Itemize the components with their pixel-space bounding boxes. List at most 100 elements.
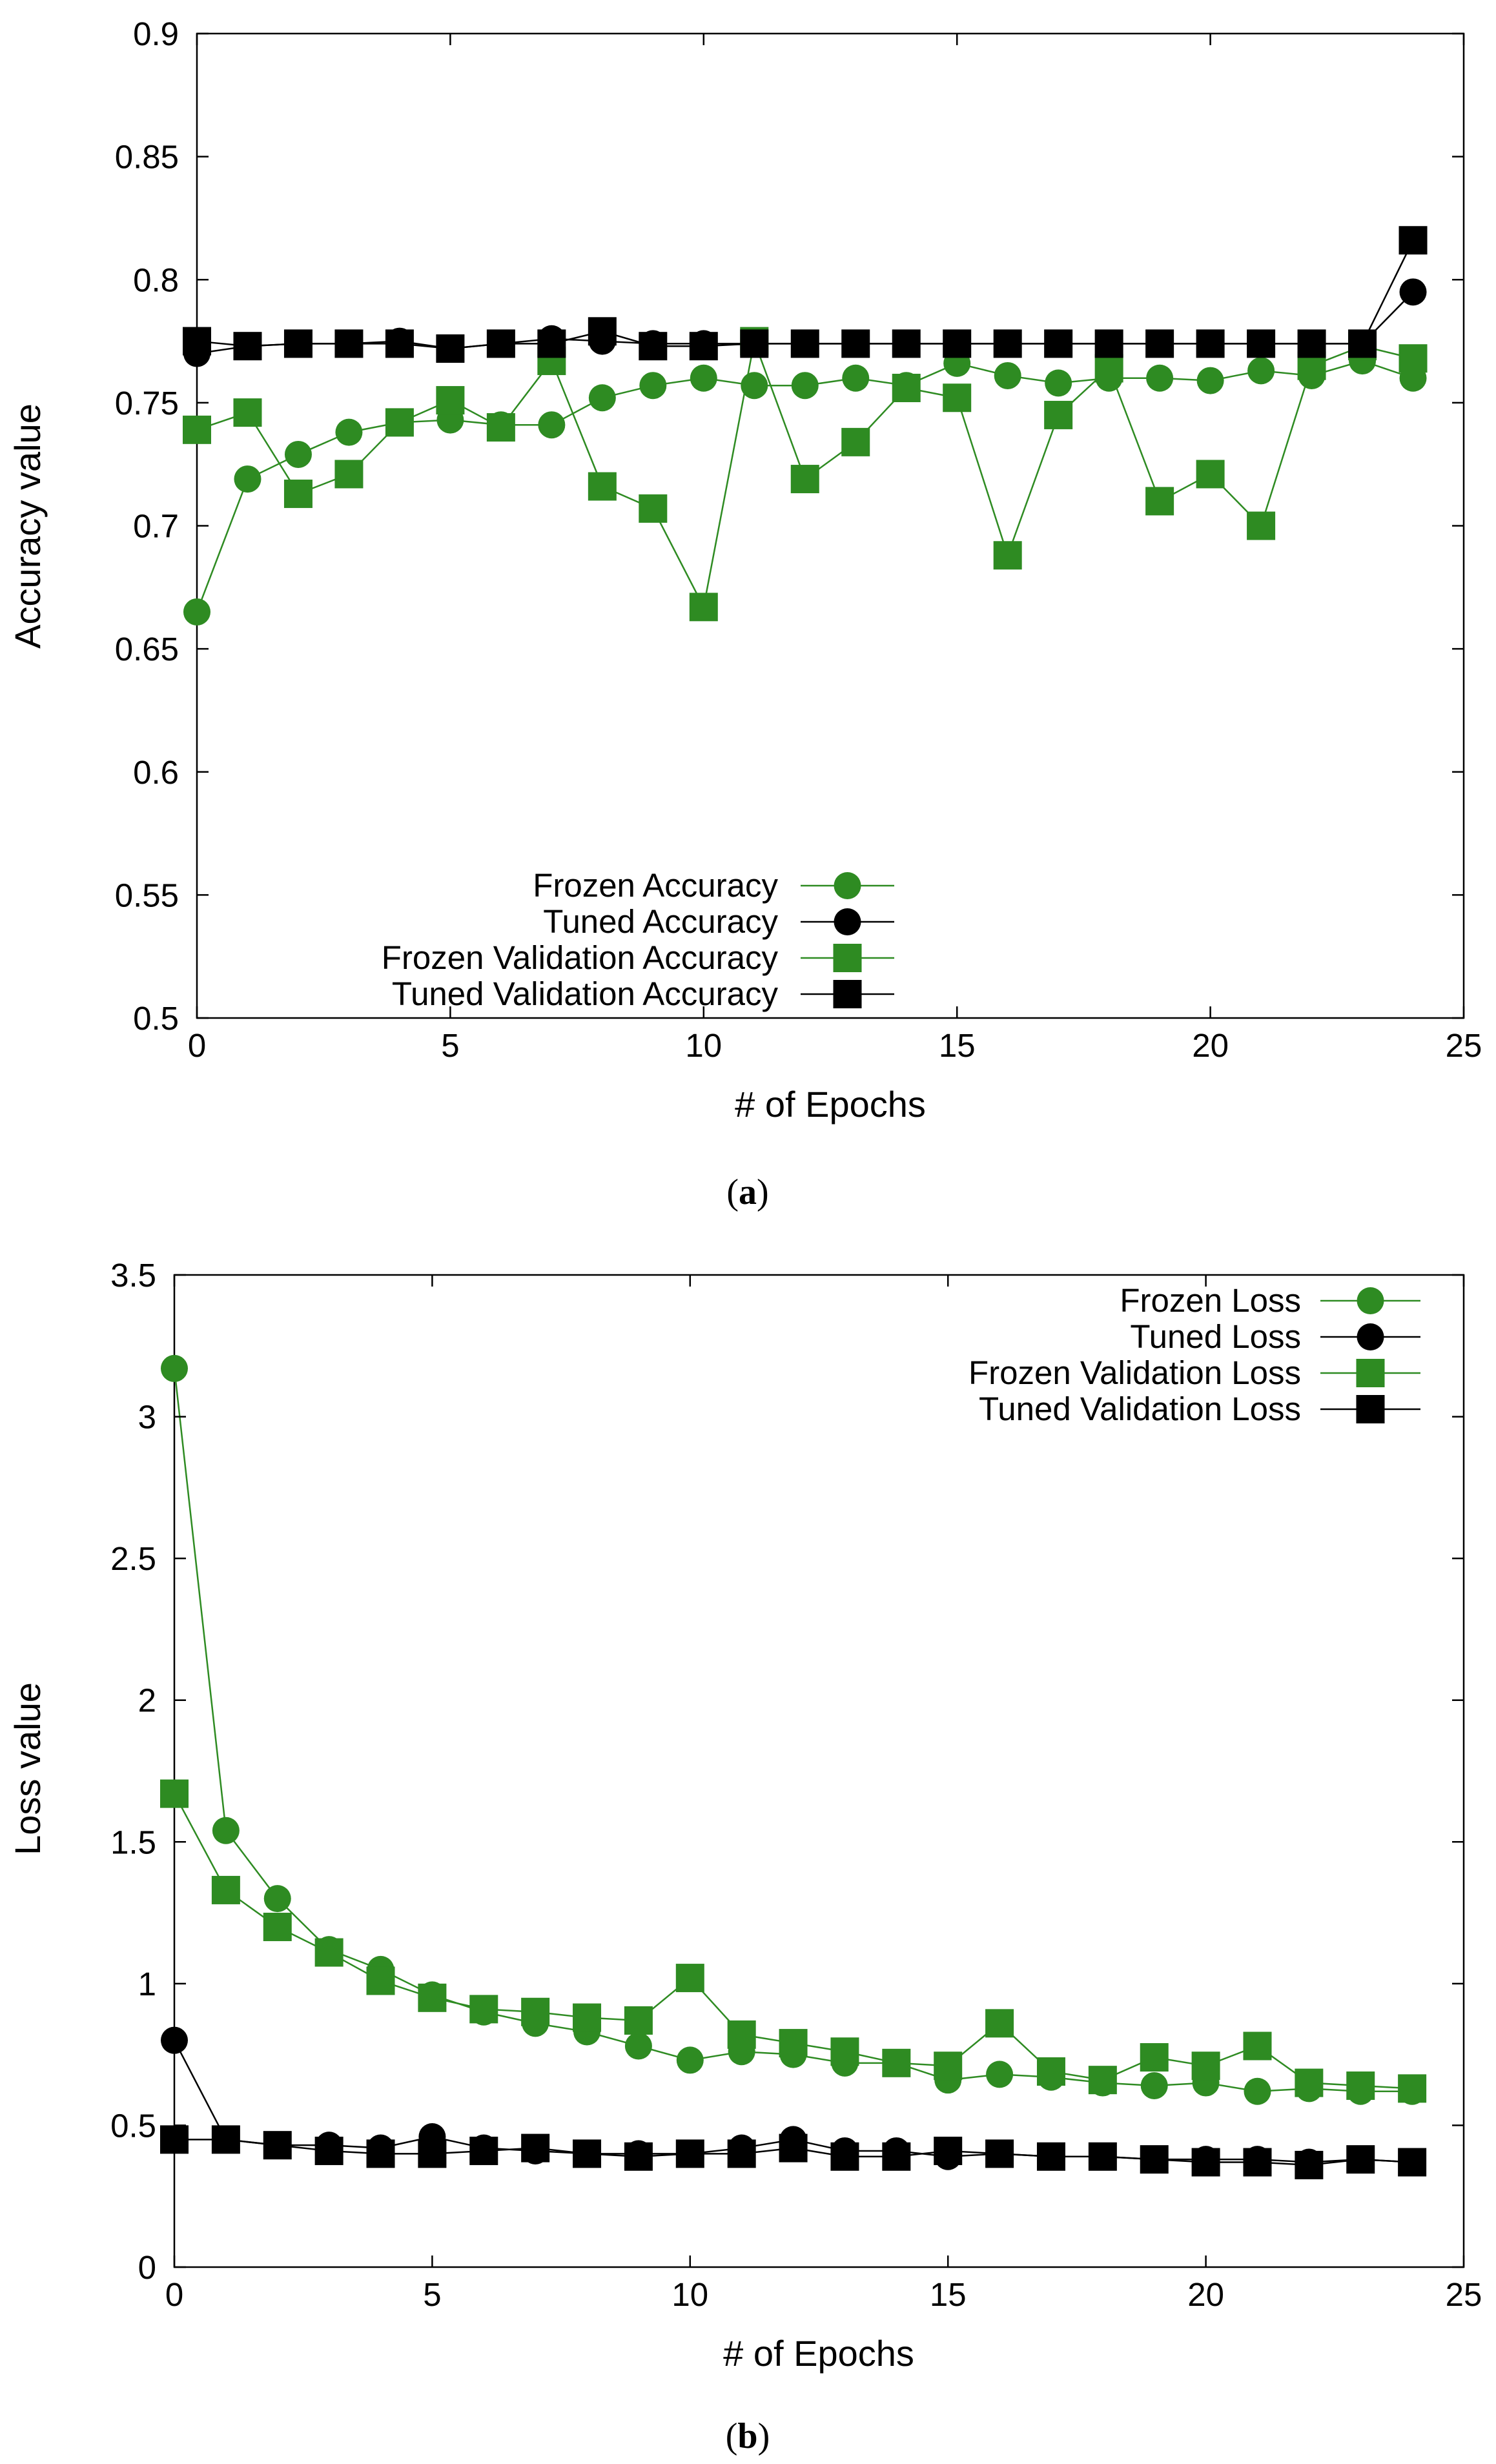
loss-frozen-validation-loss-point bbox=[727, 2020, 756, 2049]
loss-tuned-validation-loss-point bbox=[521, 2133, 550, 2163]
accuracy-tuned-validation-accuracy-point bbox=[892, 329, 921, 358]
accuracy-frozen-accuracy-point bbox=[1146, 364, 1174, 392]
loss-y-tick-label: 3 bbox=[138, 1399, 156, 1436]
accuracy-frozen-validation-accuracy-point bbox=[1044, 400, 1073, 429]
loss-frozen-loss-point bbox=[1140, 2072, 1168, 2099]
loss-tuned-validation-loss-point bbox=[1243, 2148, 1272, 2177]
accuracy-frozen-accuracy-point bbox=[284, 440, 312, 468]
accuracy-y-tick-label: 0.9 bbox=[133, 15, 179, 52]
accuracy-tuned-validation-accuracy-point bbox=[283, 329, 313, 358]
loss-frozen-validation-loss-point bbox=[882, 2048, 911, 2077]
loss-legend-marker-frozen-loss bbox=[1357, 1287, 1384, 1314]
loss-frozen-validation-loss-point bbox=[779, 2029, 808, 2058]
accuracy-x-tick-label: 25 bbox=[1446, 1027, 1482, 1064]
accuracy-frozen-validation-accuracy-point bbox=[1196, 460, 1225, 489]
accuracy-frozen-accuracy-point bbox=[639, 372, 667, 400]
loss-legend-label: Tuned Validation Loss bbox=[979, 1390, 1301, 1427]
loss-frozen-validation-loss-point bbox=[1295, 2068, 1324, 2097]
accuracy-legend-marker-frozen-accuracy bbox=[834, 872, 861, 899]
loss-legend-marker-frozen-validation-loss bbox=[1356, 1359, 1385, 1387]
accuracy-frozen-accuracy-point bbox=[183, 598, 210, 626]
loss-tuned-validation-loss-point bbox=[418, 2139, 447, 2168]
accuracy-frozen-accuracy-point bbox=[588, 384, 616, 412]
loss-tuned-validation-loss-point bbox=[469, 2136, 498, 2165]
loss-frozen-loss-point bbox=[1244, 2077, 1271, 2105]
loss-tuned-validation-loss-point bbox=[1036, 2142, 1065, 2171]
accuracy-frozen-accuracy-point bbox=[994, 361, 1021, 389]
accuracy-x-tick-label: 0 bbox=[188, 1027, 206, 1064]
loss-frozen-validation-loss-point bbox=[366, 1966, 395, 1995]
accuracy-tuned-validation-accuracy-point bbox=[740, 329, 769, 358]
loss-x-tick-label: 10 bbox=[671, 2276, 708, 2313]
loss-x-tick-label: 5 bbox=[423, 2276, 441, 2313]
accuracy-y-tick-label: 0.8 bbox=[133, 261, 179, 298]
accuracy-y-axis-label: Accuracy value bbox=[7, 403, 48, 649]
accuracy-tuned-validation-accuracy-point bbox=[385, 329, 414, 358]
accuracy-frozen-validation-accuracy-point bbox=[1399, 344, 1428, 373]
accuracy-frozen-accuracy-point bbox=[1196, 367, 1224, 394]
loss-tuned-validation-loss-point bbox=[624, 2142, 653, 2171]
loss-ticks: 0 5 10 15 20 25 0 0.5 1 1.5 2 2.5 3 3.5 bbox=[110, 1257, 1482, 2313]
accuracy-tuned-validation-accuracy-point bbox=[183, 327, 211, 356]
accuracy-frozen-accuracy-point bbox=[1247, 357, 1275, 385]
loss-tuned-validation-loss-point bbox=[1191, 2148, 1220, 2177]
accuracy-frozen-accuracy-point bbox=[842, 364, 870, 392]
accuracy-caption-close: ) bbox=[757, 1172, 769, 1212]
loss-tuned-validation-loss-point bbox=[675, 2139, 704, 2168]
accuracy-frozen-accuracy-point bbox=[791, 372, 819, 400]
loss-tuned-validation-loss-point bbox=[882, 2142, 911, 2171]
accuracy-frozen-accuracy-point bbox=[741, 372, 768, 400]
loss-tuned-loss-point bbox=[161, 2026, 188, 2054]
accuracy-tuned-validation-accuracy-point bbox=[1247, 329, 1276, 358]
loss-y-axis-label: Loss value bbox=[7, 1682, 48, 1855]
accuracy-caption-open: ( bbox=[726, 1172, 739, 1212]
accuracy-frozen-validation-accuracy-point bbox=[588, 472, 617, 501]
accuracy-frozen-validation-accuracy-point bbox=[790, 465, 819, 494]
accuracy-tuned-validation-accuracy-point bbox=[1297, 329, 1326, 358]
accuracy-y-tick-label: 0.85 bbox=[115, 139, 179, 176]
loss-frozen-validation-loss-point bbox=[160, 1779, 189, 1808]
accuracy-ticks: 0 5 10 15 20 25 0.5 0.55 0.6 0.65 0.7 0.75 0.8 0.85 0.… bbox=[115, 15, 1482, 1064]
loss-y-tick-label: 0 bbox=[138, 2249, 156, 2286]
loss-y-tick-label: 3.5 bbox=[110, 1257, 156, 1294]
loss-chart: 0 5 10 15 20 25 0 0.5 1 1.5 2 2.5 3 3.5 # of Epochs L… bbox=[7, 1257, 1482, 2456]
accuracy-frozen-accuracy-point bbox=[690, 364, 717, 392]
loss-tuned-validation-loss-point bbox=[985, 2139, 1014, 2168]
accuracy-frozen-validation-accuracy-point bbox=[334, 460, 364, 489]
loss-tuned-validation-loss-point bbox=[830, 2142, 859, 2171]
loss-legend-label: Frozen Validation Loss bbox=[968, 1354, 1301, 1391]
loss-legend-marker-tuned-loss bbox=[1357, 1323, 1384, 1350]
accuracy-tuned-accuracy-point bbox=[1399, 278, 1427, 306]
accuracy-tuned-validation-accuracy-point bbox=[943, 329, 972, 358]
loss-caption-open: ( bbox=[726, 2416, 738, 2456]
loss-frozen-loss-point bbox=[161, 1354, 188, 1382]
accuracy-tuned-validation-accuracy-point bbox=[993, 329, 1022, 358]
loss-frozen-validation-loss-point bbox=[573, 2003, 602, 2032]
accuracy-tuned-validation-accuracy-point bbox=[334, 329, 364, 358]
loss-y-tick-label: 2 bbox=[138, 1682, 156, 1719]
loss-x-tick-label: 20 bbox=[1187, 2276, 1224, 2313]
accuracy-tuned-validation-accuracy-point bbox=[689, 332, 718, 361]
accuracy-legend-label: Frozen Accuracy bbox=[533, 867, 778, 904]
accuracy-frozen-validation-accuracy-point bbox=[841, 427, 870, 456]
loss-marks bbox=[160, 1354, 1427, 2179]
loss-frozen-validation-loss-point bbox=[521, 1997, 550, 2026]
accuracy-frozen-accuracy-point bbox=[335, 418, 363, 446]
loss-frozen-validation-loss-point bbox=[1243, 2031, 1272, 2061]
loss-tuned-validation-loss-point bbox=[573, 2139, 602, 2168]
accuracy-x-tick-label: 10 bbox=[685, 1027, 722, 1064]
loss-tuned-validation-loss-point bbox=[1140, 2145, 1169, 2174]
loss-frozen-validation-loss-point bbox=[1191, 2052, 1220, 2081]
loss-frozen-loss-point bbox=[212, 1817, 240, 1844]
accuracy-tuned-validation-accuracy-point bbox=[588, 317, 617, 346]
accuracy-frozen-validation-accuracy-point bbox=[283, 479, 313, 508]
accuracy-tuned-validation-accuracy-point bbox=[486, 329, 515, 358]
accuracy-y-tick-label: 0.7 bbox=[133, 508, 179, 545]
accuracy-legend-marker-tuned-accuracy bbox=[834, 908, 861, 935]
accuracy-tuned-validation-accuracy-point bbox=[233, 332, 262, 361]
loss-frozen-validation-loss-point bbox=[624, 2006, 653, 2035]
loss-legend-label: Frozen Loss bbox=[1120, 1282, 1301, 1319]
loss-tuned-validation-loss-point bbox=[934, 2136, 963, 2165]
